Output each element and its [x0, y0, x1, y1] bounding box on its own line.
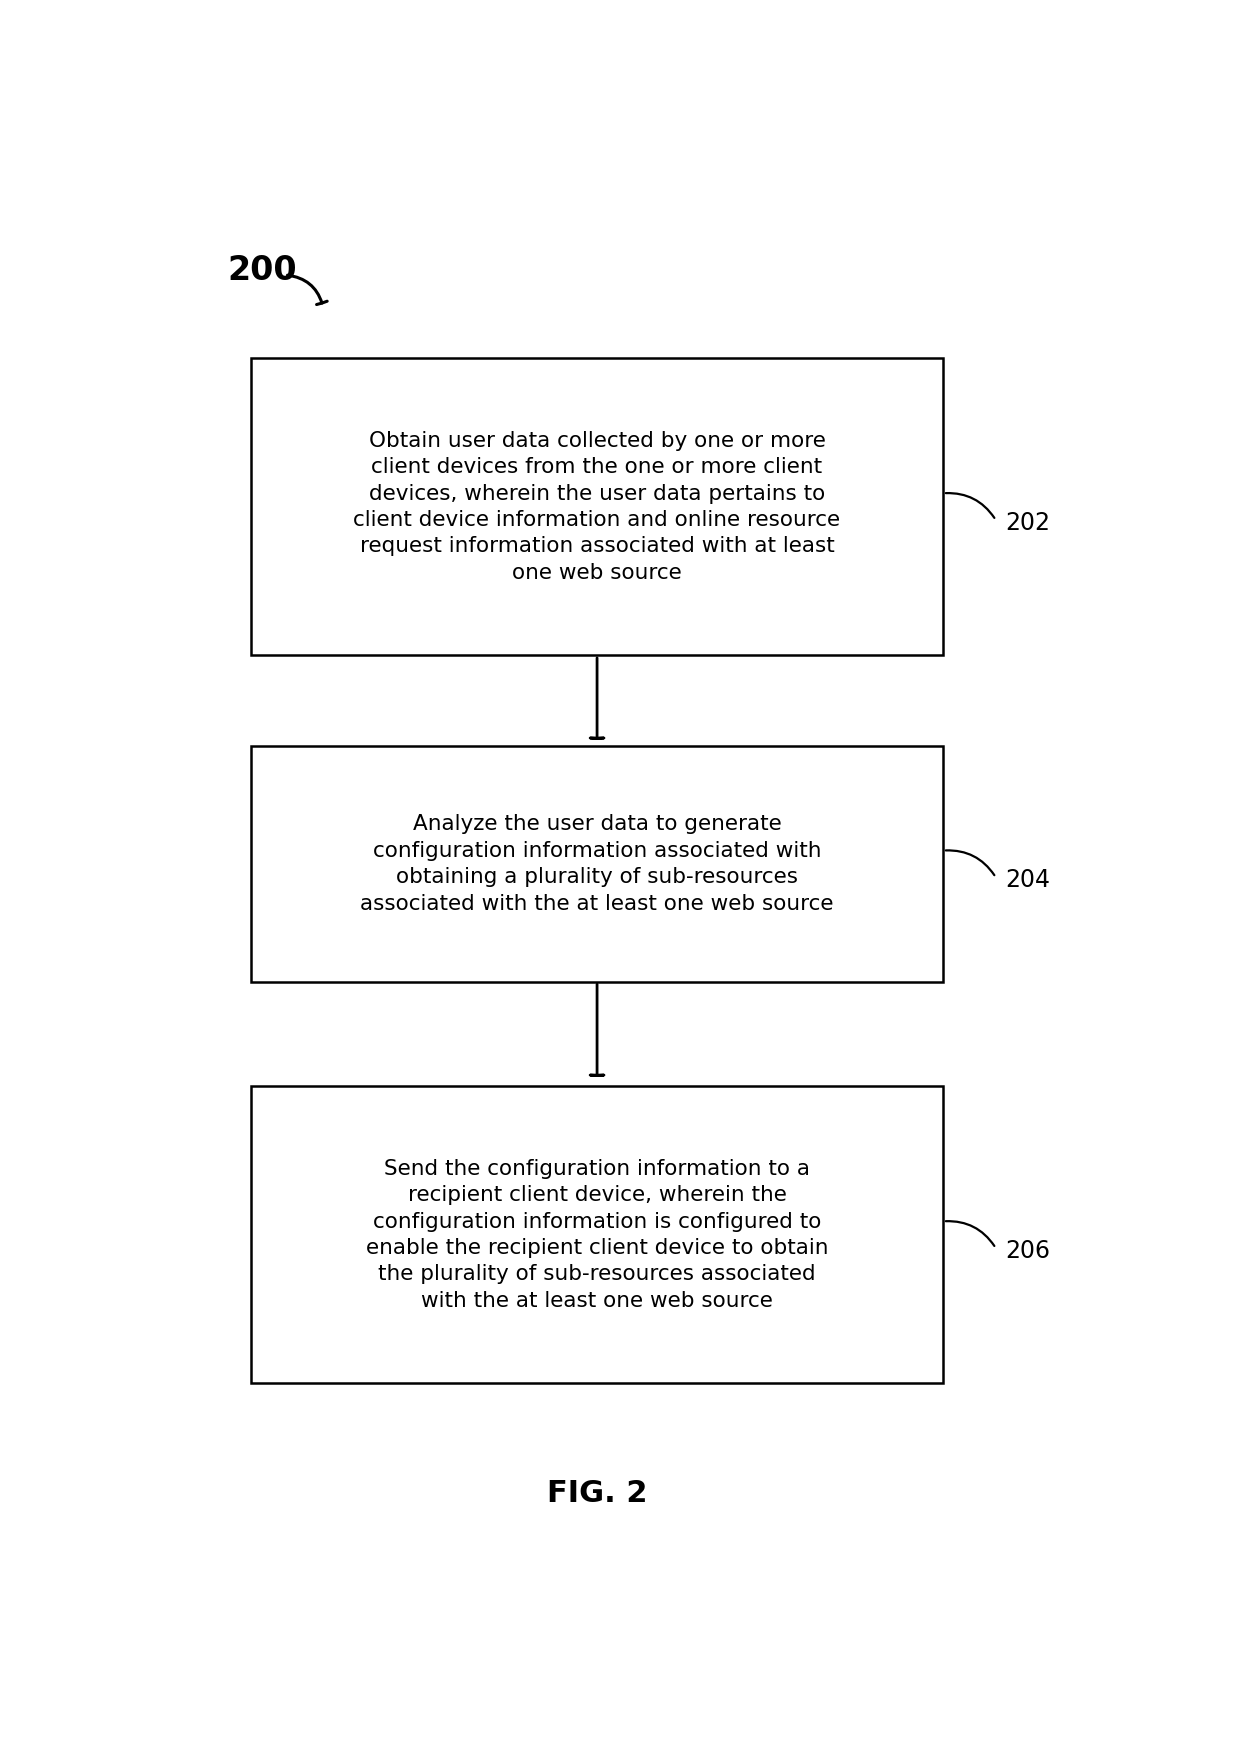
Text: 202: 202 [1006, 511, 1050, 534]
Text: Obtain user data collected by one or more
client devices from the one or more cl: Obtain user data collected by one or mor… [353, 431, 841, 583]
Text: Send the configuration information to a
recipient client device, wherein the
con: Send the configuration information to a … [366, 1159, 828, 1311]
Text: 204: 204 [1006, 868, 1050, 893]
Bar [250, 746, 942, 982]
Bar [250, 359, 942, 655]
Text: 206: 206 [1006, 1240, 1050, 1262]
Bar [250, 1086, 942, 1383]
Text: 200: 200 [227, 254, 296, 287]
Text: FIG. 2: FIG. 2 [547, 1480, 647, 1508]
Text: Analyze the user data to generate
configuration information associated with
obta: Analyze the user data to generate config… [361, 814, 833, 914]
